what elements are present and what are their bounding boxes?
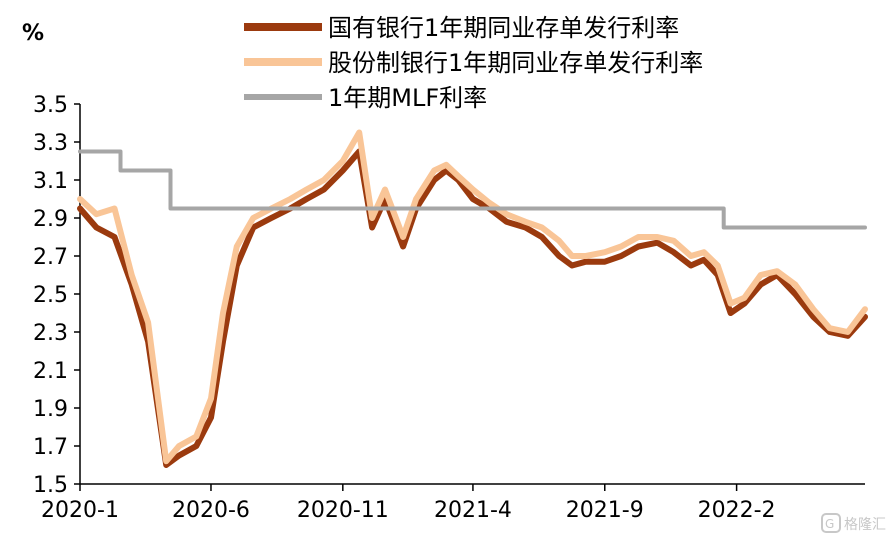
y-tick-label: 3.3 xyxy=(33,131,68,156)
x-tick-label: 2022-2 xyxy=(698,498,776,523)
y-tick-label: 1.7 xyxy=(33,435,68,460)
series-line-2 xyxy=(77,129,868,465)
y-tick-label: 2.7 xyxy=(33,245,68,270)
y-tick-label: 1.9 xyxy=(33,397,68,422)
y-tick-label: 2.5 xyxy=(33,283,68,308)
series-line-3 xyxy=(78,149,867,230)
y-tick-label: 3.1 xyxy=(33,169,68,194)
plot-area xyxy=(77,129,868,468)
legend-label-1: 国有银行1年期同业存单发行利率 xyxy=(328,14,679,42)
x-tick-label: 2020-1 xyxy=(41,498,119,523)
x-tick-label: 2021-4 xyxy=(434,498,512,523)
watermark-text: 格隆汇 xyxy=(844,517,886,533)
y-tick-label: 3.5 xyxy=(33,93,68,118)
axes: 1.5 1.7 1.9 2.1 2.3 2.5 2.7 2.9 3.1 3.3 3.5 2020-1 2… xyxy=(33,93,865,523)
series-line-1 xyxy=(77,148,868,468)
x-tick-label: 2021-9 xyxy=(566,498,644,523)
legend-label-2: 股份制银行1年期同业存单发行利率 xyxy=(328,49,703,77)
watermark: G 格隆汇 xyxy=(821,513,886,533)
y-tick-label: 2.1 xyxy=(33,359,68,384)
x-tick-label: 2020-6 xyxy=(172,498,250,523)
y-tick-label: 2.9 xyxy=(33,207,68,232)
y-axis-label: % xyxy=(22,21,44,46)
x-tick-label: 2020-11 xyxy=(297,498,389,523)
y-tick-label: 1.5 xyxy=(33,473,68,498)
y-tick-label: 2.3 xyxy=(33,321,68,346)
legend-label-3: 1年期MLF利率 xyxy=(328,84,487,112)
watermark-logo-icon xyxy=(821,513,841,533)
watermark-logo-glyph: G xyxy=(825,517,834,531)
